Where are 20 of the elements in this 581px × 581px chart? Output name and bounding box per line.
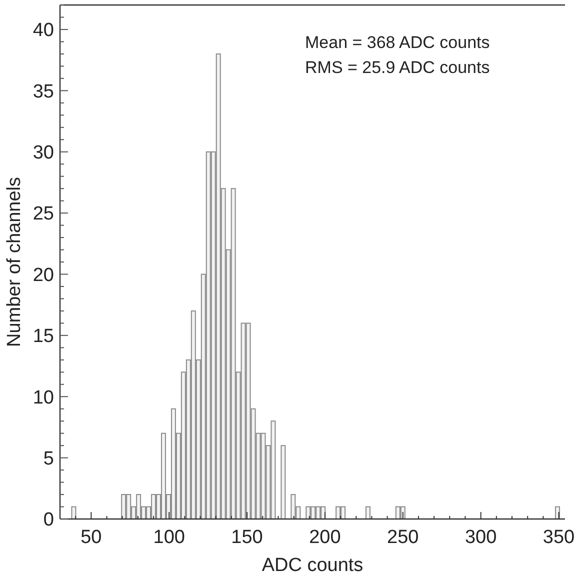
x-tick-label: 350	[542, 527, 575, 548]
y-tick-label: 40	[32, 20, 54, 42]
x-tick-label: 300	[464, 527, 497, 548]
x-tick-label: 150	[231, 527, 263, 548]
x-axis-title: ADC counts	[262, 555, 364, 576]
y-tick-label: 25	[32, 204, 54, 225]
y-tick-label: 10	[32, 387, 54, 408]
annotation: Mean = 368 ADC counts	[305, 33, 490, 52]
y-tick-label: 30	[32, 142, 54, 164]
annotation: RMS = 25.9 ADC counts	[305, 58, 490, 77]
y-tick-label: 0	[43, 510, 54, 531]
x-tick-label: 50	[80, 527, 102, 548]
y-tick-label: 35	[32, 81, 54, 102]
y-tick-label: 20	[32, 264, 54, 286]
y-tick-label: 5	[43, 448, 54, 470]
x-tick-label: 250	[387, 527, 419, 548]
x-tick-label: 200	[309, 527, 341, 548]
x-tick-label: 100	[153, 527, 185, 548]
y-axis-title: Number of channels	[4, 176, 25, 348]
y-tick-label: 15	[32, 326, 54, 348]
